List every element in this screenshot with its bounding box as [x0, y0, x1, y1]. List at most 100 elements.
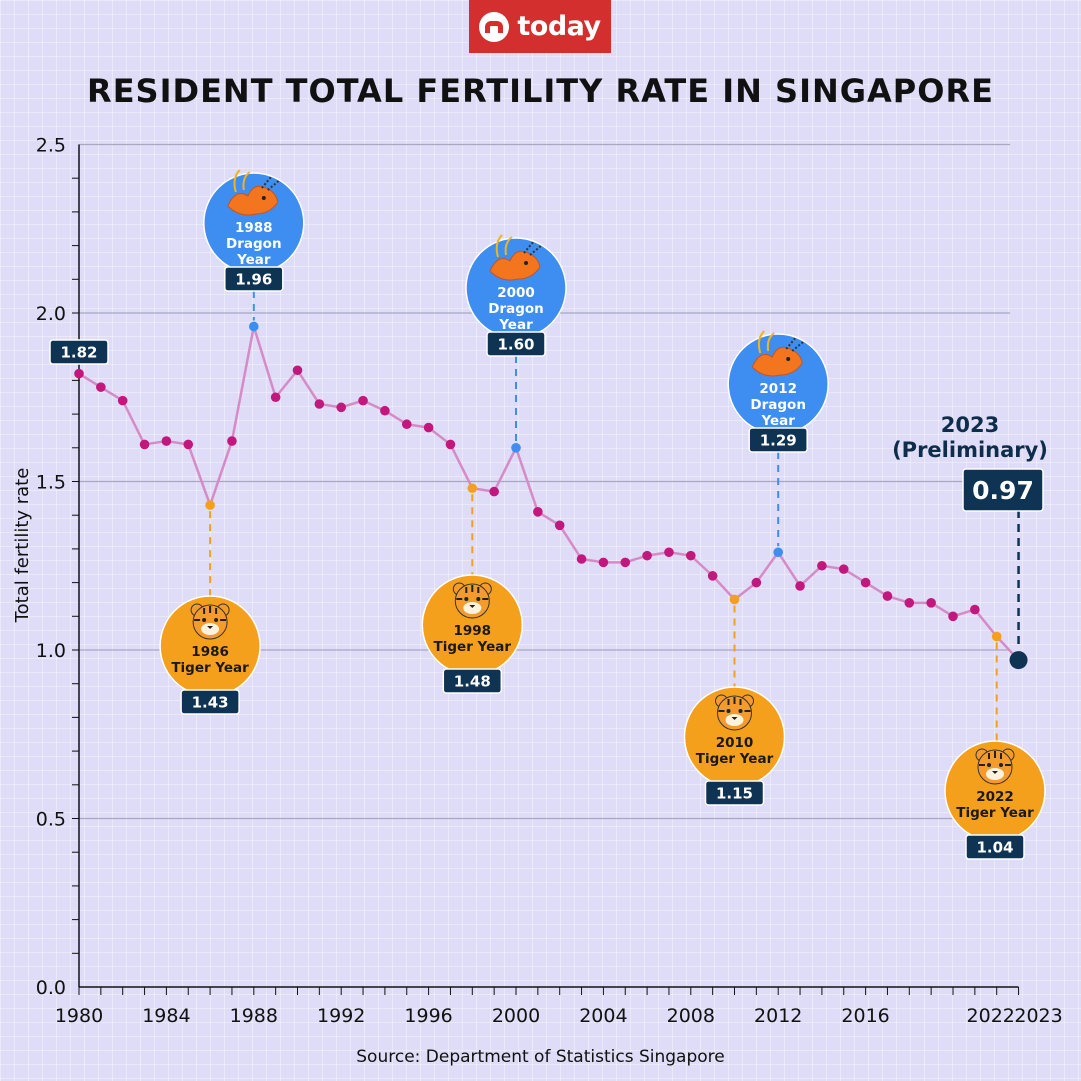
bubble-text: Dragon — [226, 236, 282, 252]
value-label-1988-box — [224, 266, 284, 292]
bubble-text: Tiger Year — [171, 660, 249, 676]
bubble-text: Dragon — [750, 397, 806, 413]
tiger-year-point — [467, 483, 478, 494]
value-label-final: 0.97 — [962, 468, 1044, 512]
tiger-eye — [726, 709, 731, 713]
data-point — [686, 550, 696, 561]
bubble-text: Tiger Year — [956, 805, 1034, 821]
data-point — [314, 399, 325, 409]
data-point — [292, 365, 303, 376]
value-label-1986-text: 1.43 — [192, 693, 229, 711]
dragon-body — [489, 250, 541, 281]
y-tick-label: 2.0 — [36, 303, 66, 325]
value-label-2000-box — [486, 331, 546, 357]
x-tick-label: 1980 — [55, 1005, 103, 1027]
tiger-nose — [207, 626, 214, 629]
x-tick-label: 2000 — [492, 1005, 540, 1027]
data-point — [74, 368, 84, 379]
dragon-horn — [261, 175, 281, 191]
tiger-stripes — [194, 606, 227, 621]
data-point — [139, 439, 150, 450]
tiger-eye — [987, 763, 991, 767]
bubble-text: 1988 — [235, 220, 273, 236]
x-tick-label: 2012 — [754, 1005, 802, 1027]
value-label-2010-box — [704, 780, 765, 806]
value-label-1980-box — [49, 339, 109, 365]
y-tick-label: 1.0 — [36, 640, 66, 662]
logo-text: today — [517, 11, 601, 42]
dragon-year-point — [511, 443, 521, 453]
data-point — [270, 392, 281, 403]
x-tick-label: 1996 — [404, 1005, 452, 1027]
data-point — [489, 486, 499, 497]
data-point — [183, 439, 194, 450]
chart-title: RESIDENT TOTAL FERTILITY RATE IN SINGAPO… — [87, 72, 994, 110]
dragon-whisker — [233, 169, 251, 193]
tiger-year-point — [205, 500, 215, 510]
dragon-eye — [261, 196, 266, 200]
value-label-1986-box — [180, 689, 240, 715]
tiger-year-point — [991, 631, 1002, 642]
data-point — [795, 581, 805, 591]
data-point — [598, 557, 609, 568]
bubble-text: 1986 — [191, 644, 229, 660]
data-point — [380, 405, 390, 416]
value-label-1980: 1.82 — [49, 339, 109, 365]
bubble-text: Year — [236, 252, 271, 268]
bubble-text: Year — [498, 317, 533, 333]
tiger-nose — [469, 605, 476, 608]
tiger-stripes — [718, 697, 751, 712]
data-point — [533, 507, 543, 517]
data-point — [970, 604, 980, 615]
value-label-2012-box — [748, 427, 808, 453]
bubble-text: 2022 — [976, 789, 1014, 805]
x-tick-label: 2004 — [579, 1005, 627, 1027]
data-point — [817, 560, 827, 571]
dragon-year-point — [249, 321, 259, 332]
data-point — [642, 550, 652, 561]
preliminary-note: (Preliminary) — [892, 438, 1048, 462]
value-label-2022-box — [965, 834, 1025, 860]
dragon-body — [751, 346, 803, 377]
value-label-1988: 1.96 — [224, 266, 284, 292]
y-tick-label: 0.0 — [36, 977, 66, 999]
tiger-stripes — [456, 585, 489, 600]
y-tick-label: 2.5 — [36, 135, 66, 157]
dragon-eye — [524, 261, 528, 265]
dragon-whisker — [757, 330, 775, 354]
x-tick-label: 1984 — [142, 1005, 190, 1027]
data-point — [96, 382, 106, 392]
tiger-eye — [999, 763, 1003, 767]
data-point — [576, 554, 587, 564]
bubble-text: 2012 — [759, 381, 797, 397]
data-point — [336, 402, 347, 413]
bubble-text: Tiger Year — [434, 639, 512, 655]
y-tick-label: 1.5 — [36, 472, 66, 494]
data-point — [948, 611, 958, 622]
value-label-1998-box — [442, 668, 503, 694]
value-label-2012: 1.29 — [748, 427, 808, 453]
final-point — [1009, 651, 1028, 670]
value-label-2000: 1.60 — [486, 331, 546, 357]
value-label-2022: 1.04 — [965, 834, 1025, 860]
x-tick-label: 1992 — [317, 1005, 365, 1027]
value-label-2022-text: 1.04 — [976, 838, 1013, 856]
preliminary-label: 2023 (Preliminary) — [890, 413, 1050, 463]
y-tick-label: 0.5 — [36, 809, 66, 831]
x-tick-label: 2008 — [667, 1005, 715, 1027]
tiger-year-point — [729, 594, 740, 605]
bubble-text: Tiger Year — [696, 751, 774, 767]
value-label-final-text: 0.97 — [972, 476, 1034, 505]
tiger-eye — [464, 597, 469, 601]
data-point — [620, 557, 631, 568]
logo-mark-icon — [479, 11, 510, 42]
data-point — [926, 598, 936, 608]
data-point — [161, 436, 172, 446]
source-note: Source: Department of Statistics Singapo… — [356, 1047, 725, 1067]
